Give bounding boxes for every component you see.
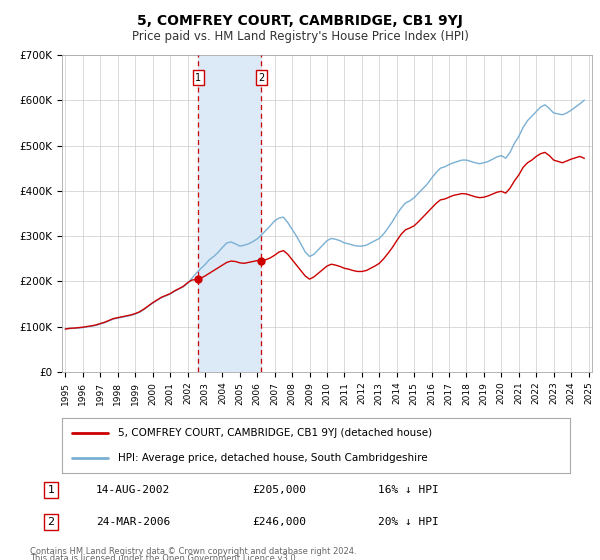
Text: 2: 2 (47, 517, 55, 527)
Text: 5, COMFREY COURT, CAMBRIDGE, CB1 9YJ: 5, COMFREY COURT, CAMBRIDGE, CB1 9YJ (137, 14, 463, 28)
Text: 5, COMFREY COURT, CAMBRIDGE, CB1 9YJ (detached house): 5, COMFREY COURT, CAMBRIDGE, CB1 9YJ (de… (118, 428, 432, 438)
Text: Price paid vs. HM Land Registry's House Price Index (HPI): Price paid vs. HM Land Registry's House … (131, 30, 469, 43)
Text: 2: 2 (258, 73, 265, 83)
Text: This data is licensed under the Open Government Licence v3.0.: This data is licensed under the Open Gov… (30, 554, 298, 560)
Bar (198, 55, 261, 372)
Text: 24-MAR-2006: 24-MAR-2006 (96, 517, 170, 527)
Text: £205,000: £205,000 (252, 485, 306, 495)
Text: 20% ↓ HPI: 20% ↓ HPI (378, 517, 439, 527)
Text: £246,000: £246,000 (252, 517, 306, 527)
Text: 1: 1 (47, 485, 55, 495)
Text: 16% ↓ HPI: 16% ↓ HPI (378, 485, 439, 495)
Text: HPI: Average price, detached house, South Cambridgeshire: HPI: Average price, detached house, Sout… (118, 453, 428, 463)
Text: Contains HM Land Registry data © Crown copyright and database right 2024.: Contains HM Land Registry data © Crown c… (30, 547, 356, 556)
Text: 14-AUG-2002: 14-AUG-2002 (96, 485, 170, 495)
Text: 1: 1 (195, 73, 202, 83)
